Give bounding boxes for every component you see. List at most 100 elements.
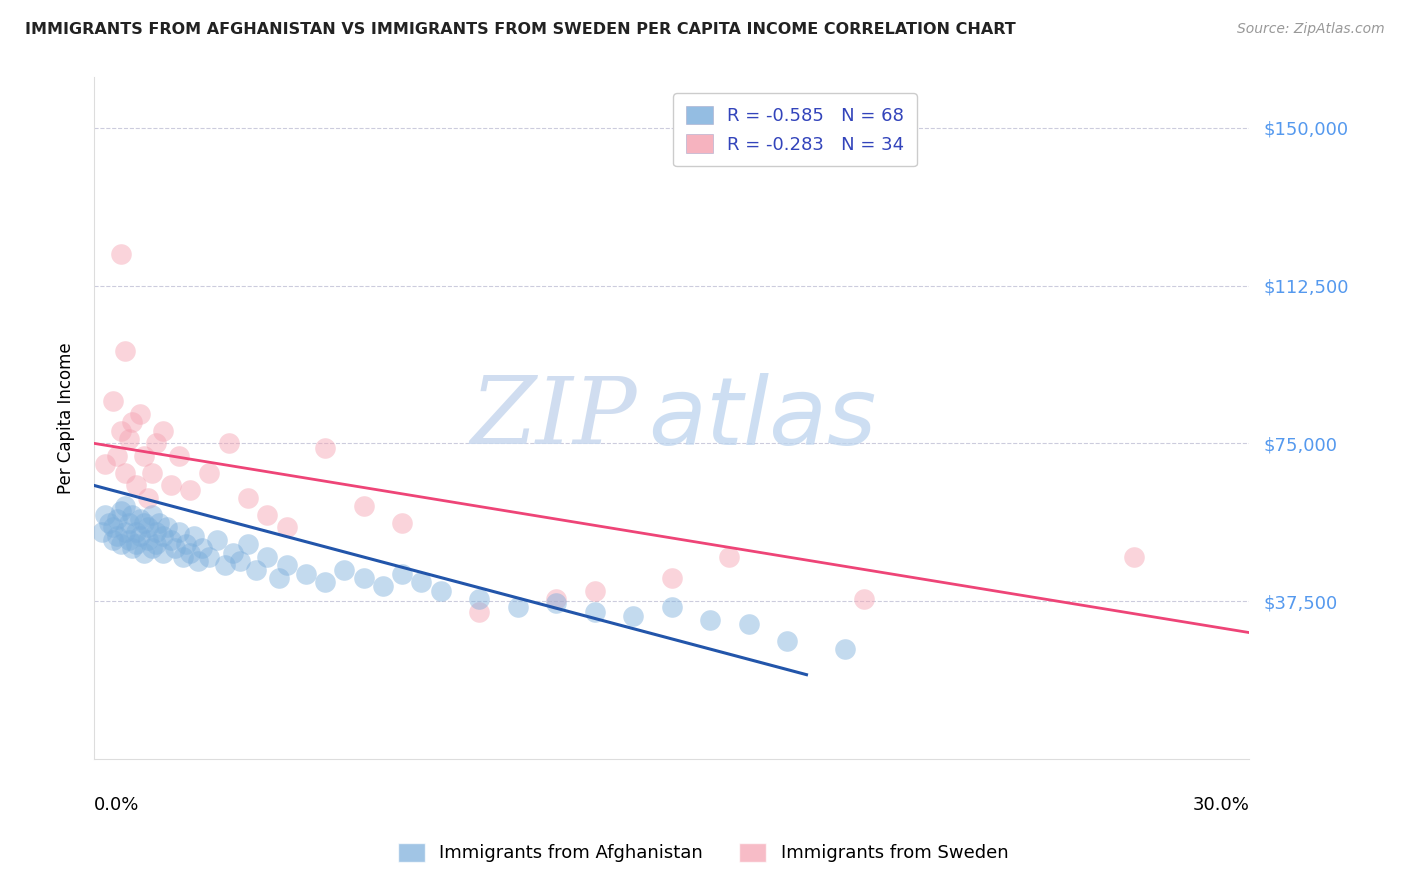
Point [132,546,155,560]
Point [136,533,159,547]
Point [267,571,290,585]
Point [141,466,163,480]
Point [314,575,336,590]
Point [129,407,152,421]
Point [621,608,644,623]
Point [152,529,174,543]
Point [117,516,139,531]
Point [117,432,139,446]
Point [176,537,198,551]
Point [468,605,491,619]
Point [105,512,128,526]
Point [114,343,136,358]
Point [110,503,132,517]
Text: 30.0%: 30.0% [1192,797,1250,814]
Point [546,596,568,610]
Point [229,554,252,568]
Point [429,583,451,598]
Point [776,634,799,648]
Point [172,549,194,564]
Point [391,516,413,531]
Point [136,520,159,534]
Point [179,546,201,560]
Point [152,546,174,560]
Y-axis label: Per Capita Income: Per Capita Income [58,343,75,494]
Point [121,541,143,556]
Point [121,508,143,522]
Point [506,600,529,615]
Point [160,478,183,492]
Point [738,617,761,632]
Point [583,605,606,619]
Point [163,541,186,556]
Point [256,508,278,522]
Point [198,466,221,480]
Point [145,436,167,450]
Point [314,441,336,455]
Point [125,478,148,492]
Text: atlas: atlas [648,373,877,464]
Point [353,500,375,514]
Point [187,554,209,568]
Point [1122,549,1144,564]
Point [214,558,236,573]
Point [145,537,167,551]
Text: Source: ZipAtlas.com: Source: ZipAtlas.com [1237,22,1385,37]
Point [221,546,243,560]
Point [411,575,433,590]
Point [256,549,278,564]
Legend: Immigrants from Afghanistan, Immigrants from Sweden: Immigrants from Afghanistan, Immigrants … [391,836,1015,870]
Point [236,537,259,551]
Point [125,524,148,539]
Point [105,449,128,463]
Point [160,533,183,547]
Point [152,424,174,438]
Point [114,500,136,514]
Point [276,520,298,534]
Point [145,524,167,539]
Point [103,520,125,534]
Text: IMMIGRANTS FROM AFGHANISTAN VS IMMIGRANTS FROM SWEDEN PER CAPITA INCOME CORRELAT: IMMIGRANTS FROM AFGHANISTAN VS IMMIGRANT… [25,22,1017,37]
Legend: R = -0.585   N = 68, R = -0.283   N = 34: R = -0.585 N = 68, R = -0.283 N = 34 [673,94,917,166]
Point [132,516,155,531]
Point [167,449,190,463]
Point [136,491,159,505]
Point [156,520,179,534]
Point [125,537,148,551]
Point [141,508,163,522]
Point [353,571,375,585]
Point [94,508,117,522]
Point [661,571,683,585]
Point [105,529,128,543]
Point [245,562,267,576]
Point [148,516,170,531]
Point [110,537,132,551]
Point [546,591,568,606]
Point [114,466,136,480]
Point [132,449,155,463]
Point [183,529,205,543]
Point [129,512,152,526]
Point [583,583,606,598]
Point [205,533,228,547]
Point [98,516,121,531]
Point [834,642,856,657]
Point [198,549,221,564]
Point [110,424,132,438]
Text: ZIP: ZIP [471,373,637,463]
Point [661,600,683,615]
Point [333,562,356,576]
Point [236,491,259,505]
Point [167,524,190,539]
Text: 0.0%: 0.0% [94,797,139,814]
Point [191,541,214,556]
Point [90,524,112,539]
Point [179,483,201,497]
Point [94,458,117,472]
Point [103,394,125,409]
Point [141,541,163,556]
Point [129,529,152,543]
Point [114,524,136,539]
Point [699,613,721,627]
Point [218,436,240,450]
